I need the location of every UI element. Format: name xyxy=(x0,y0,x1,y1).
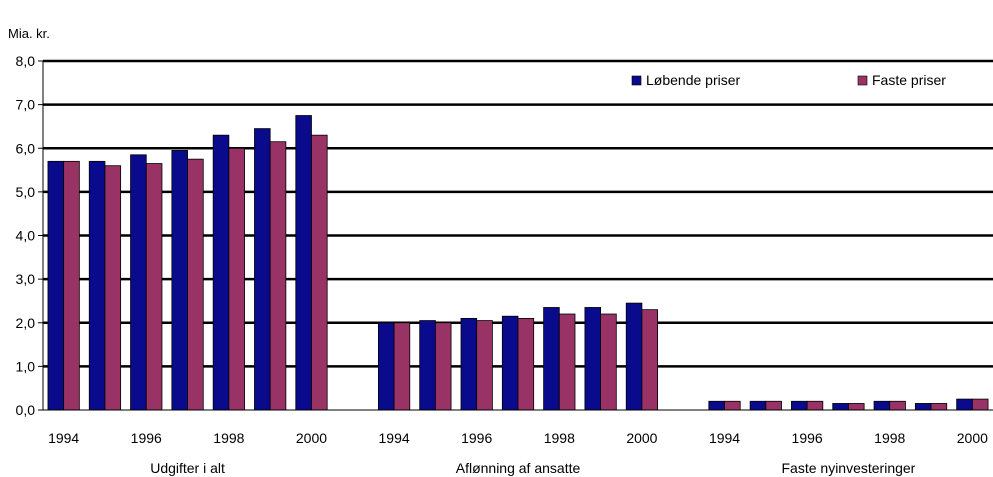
bar xyxy=(63,160,80,411)
bar xyxy=(930,403,948,411)
bar xyxy=(393,322,411,411)
x-tick-label: 1994 xyxy=(48,430,79,446)
x-tick-label: 1996 xyxy=(461,430,492,446)
bar xyxy=(476,320,493,411)
legend-swatch xyxy=(631,75,642,86)
bar xyxy=(145,163,163,411)
bar xyxy=(708,400,725,411)
x-tick-label: 2000 xyxy=(957,430,988,446)
bar xyxy=(641,309,659,411)
bar xyxy=(749,400,767,411)
x-tick-label: 1998 xyxy=(213,430,244,446)
bar xyxy=(501,315,519,411)
bar xyxy=(254,128,271,411)
y-tick-label: 1,0 xyxy=(16,358,36,374)
group-label: Aflønning af ansatte xyxy=(456,460,581,476)
bar xyxy=(956,398,973,411)
bar xyxy=(434,322,452,411)
bar xyxy=(558,313,576,411)
bar xyxy=(600,313,617,411)
legend-label: Løbende priser xyxy=(646,72,741,88)
bar xyxy=(625,302,643,411)
bar xyxy=(584,307,602,411)
x-tick-label: 1998 xyxy=(544,430,575,446)
legend-label: Faste priser xyxy=(872,72,946,88)
bar xyxy=(228,147,245,411)
group-labels: Udgifter i alt Aflønning af ansatte Faste … xyxy=(150,460,915,476)
bar xyxy=(765,400,782,411)
bar xyxy=(806,400,824,411)
bar xyxy=(47,160,65,411)
x-tick-label: 1998 xyxy=(874,430,905,446)
x-tick-label: 1996 xyxy=(131,430,162,446)
group-label: Faste nyinvesteringer xyxy=(782,460,916,476)
bar xyxy=(377,322,395,411)
x-tick-label: 1994 xyxy=(709,430,740,446)
x-axis-tick-labels: 1994 1996 1998 2000 1994 1996 1998 2000 1994 1996… xyxy=(48,430,988,446)
x-tick-label: 1996 xyxy=(792,430,823,446)
y-tick-label: 2,0 xyxy=(16,315,36,331)
bar xyxy=(130,154,147,411)
bar xyxy=(889,400,906,411)
bar xyxy=(914,403,932,411)
y-axis-unit-label: Mia. kr. xyxy=(8,26,50,41)
bar xyxy=(460,317,478,411)
y-tick-label: 4,0 xyxy=(16,228,36,244)
bar xyxy=(104,165,122,411)
bar xyxy=(724,400,741,411)
x-tick-label: 1994 xyxy=(379,430,410,446)
bar xyxy=(88,160,106,411)
group-label: Udgifter i alt xyxy=(150,460,225,476)
y-tick-label: 3,0 xyxy=(16,271,36,287)
legend: Løbende priser Faste priser xyxy=(631,72,946,88)
bar xyxy=(419,320,436,411)
bar xyxy=(212,134,230,411)
y-tick-label: 8,0 xyxy=(16,53,36,69)
bar xyxy=(543,307,560,411)
bar xyxy=(832,403,849,411)
bar xyxy=(517,317,535,411)
axes xyxy=(38,60,993,411)
bar xyxy=(311,134,328,411)
bar xyxy=(269,141,287,411)
y-axis-tick-labels: 0,0 1,0 2,0 3,0 4,0 5,0 6,0 7,0 8,0 xyxy=(16,53,36,418)
bar xyxy=(971,398,989,411)
legend-swatch xyxy=(857,75,868,86)
y-tick-label: 5,0 xyxy=(16,184,36,200)
bar xyxy=(791,400,808,411)
x-tick-label: 2000 xyxy=(296,430,327,446)
y-tick-label: 0,0 xyxy=(16,402,36,418)
bar xyxy=(873,400,891,411)
bar xyxy=(295,115,312,411)
y-tick-label: 7,0 xyxy=(16,97,36,113)
y-tick-label: 6,0 xyxy=(16,140,36,156)
bar xyxy=(848,403,865,411)
x-tick-label: 2000 xyxy=(626,430,657,446)
bar xyxy=(171,150,188,411)
bar xyxy=(187,158,204,411)
